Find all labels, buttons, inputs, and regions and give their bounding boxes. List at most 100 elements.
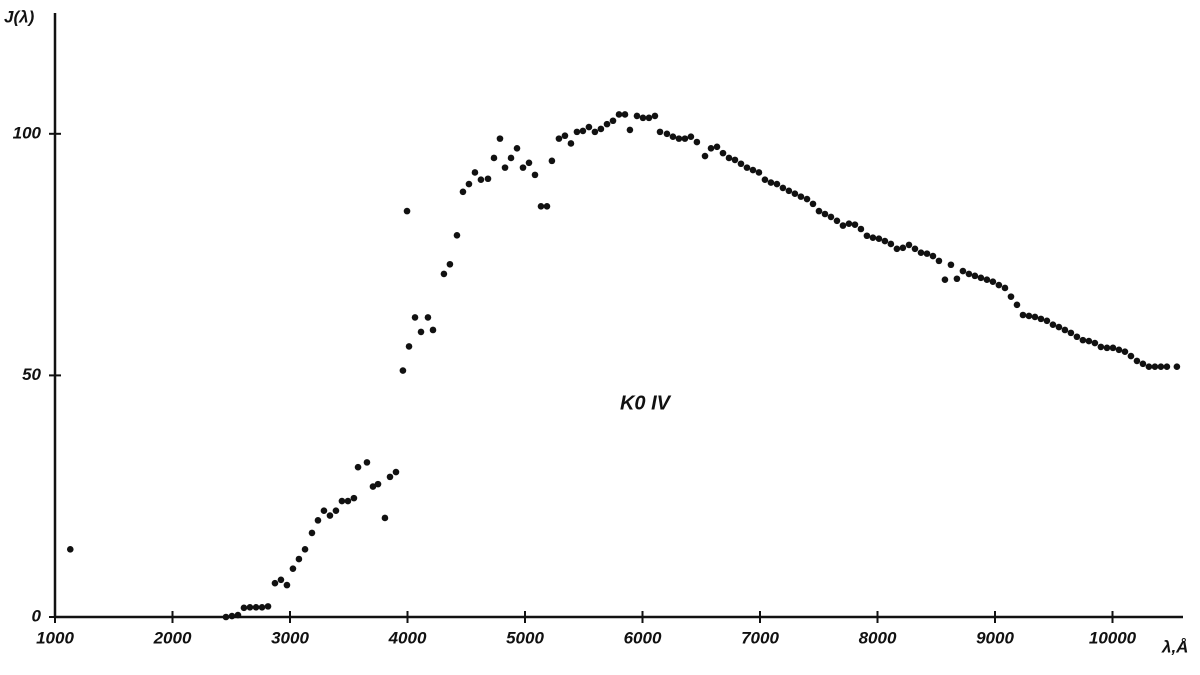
- point: [501, 164, 509, 171]
- point: [573, 128, 581, 136]
- point: [543, 202, 551, 210]
- point: [797, 193, 805, 200]
- point: [977, 274, 985, 282]
- point: [779, 184, 787, 192]
- point: [639, 114, 647, 122]
- point: [477, 176, 485, 184]
- point: [222, 613, 230, 621]
- point: [737, 160, 745, 168]
- point: [1031, 313, 1039, 321]
- point: [651, 112, 659, 120]
- x-tick-label: 2000: [153, 628, 192, 647]
- point: [332, 507, 340, 514]
- point: [1139, 360, 1147, 368]
- x-axis-label: λ,Å: [1161, 637, 1188, 656]
- point: [314, 517, 322, 524]
- point: [833, 217, 841, 225]
- point: [663, 130, 671, 138]
- y-tick-label: 100: [13, 123, 42, 142]
- point: [687, 133, 695, 140]
- point: [1013, 301, 1021, 309]
- point: [228, 612, 236, 620]
- point: [513, 144, 521, 152]
- x-tick-label: 10000: [1089, 628, 1137, 647]
- x-tick-label: 8000: [859, 628, 897, 647]
- point: [995, 281, 1003, 289]
- point: [507, 154, 515, 162]
- point: [1091, 339, 1099, 347]
- point: [417, 328, 425, 336]
- point: [761, 176, 769, 184]
- y-tick-label: 0: [32, 606, 42, 625]
- point: [899, 244, 907, 252]
- point: [731, 156, 739, 164]
- point: [809, 200, 817, 208]
- point: [429, 326, 437, 334]
- point: [234, 611, 242, 619]
- point: [719, 149, 727, 157]
- point: [785, 187, 793, 195]
- point: [603, 120, 611, 128]
- point: [1055, 323, 1063, 331]
- point: [953, 275, 961, 283]
- point: [821, 210, 829, 218]
- point: [935, 257, 943, 265]
- point: [675, 135, 683, 142]
- x-tick-label: 4000: [388, 628, 427, 647]
- point: [707, 144, 715, 152]
- point: [277, 576, 285, 584]
- x-tick-label: 5000: [506, 628, 544, 647]
- point: [803, 195, 811, 203]
- point: [354, 463, 362, 471]
- point: [881, 237, 889, 245]
- point: [923, 250, 931, 257]
- x-tick-label: 1000: [36, 628, 74, 647]
- x-tick-label: 7000: [741, 628, 779, 647]
- point: [374, 480, 382, 488]
- point: [713, 143, 721, 151]
- point: [403, 207, 411, 215]
- point: [681, 135, 689, 142]
- point: [271, 579, 279, 587]
- point: [1103, 344, 1111, 352]
- point: [350, 494, 358, 502]
- point: [264, 603, 272, 610]
- point: [531, 171, 539, 179]
- point: [369, 483, 377, 490]
- point: [555, 135, 563, 142]
- point: [989, 278, 997, 285]
- point: [621, 111, 629, 118]
- point: [743, 164, 751, 171]
- point: [971, 272, 979, 280]
- point: [561, 132, 569, 140]
- point: [525, 159, 533, 167]
- point: [1145, 363, 1153, 371]
- point: [875, 235, 883, 242]
- point: [851, 221, 859, 228]
- point: [240, 604, 248, 612]
- point: [66, 546, 74, 553]
- point: [626, 126, 634, 134]
- point: [399, 367, 407, 374]
- point: [941, 276, 949, 284]
- point: [1001, 284, 1009, 292]
- point: [911, 245, 919, 253]
- point: [1037, 315, 1045, 323]
- point: [609, 117, 617, 125]
- point: [1097, 343, 1105, 351]
- point: [857, 225, 865, 233]
- point: [392, 468, 400, 476]
- point: [863, 232, 871, 240]
- point: [959, 267, 967, 275]
- point: [1163, 363, 1171, 371]
- point: [839, 222, 847, 229]
- point: [295, 555, 303, 563]
- point: [471, 169, 479, 176]
- point: [1133, 357, 1141, 365]
- point: [465, 180, 473, 188]
- point: [484, 175, 492, 183]
- point: [669, 133, 677, 140]
- point: [917, 249, 925, 256]
- point: [1157, 363, 1165, 371]
- point: [252, 604, 260, 611]
